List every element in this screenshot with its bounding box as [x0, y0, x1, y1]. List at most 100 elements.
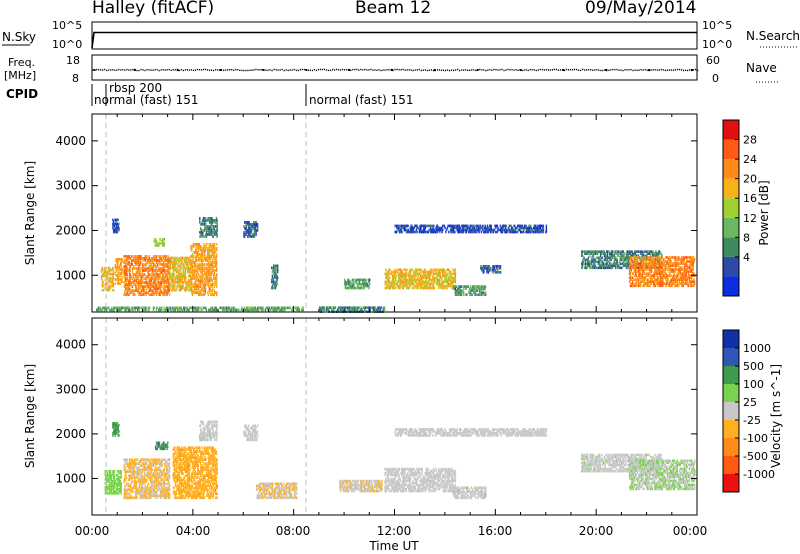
echo-cell — [411, 280, 413, 284]
echo-cell — [661, 264, 663, 267]
echo-cell — [429, 282, 432, 286]
echo-cell — [587, 256, 590, 260]
echo-cell — [154, 281, 156, 284]
echo-cell — [656, 282, 659, 285]
echo-cell — [663, 274, 666, 277]
echo-cell — [209, 247, 211, 250]
echo-cell — [191, 306, 193, 310]
echo-cell — [125, 263, 127, 266]
echo-cell — [147, 281, 150, 284]
echo-cell — [168, 285, 170, 288]
echo-cell — [296, 306, 298, 310]
echo-cell — [255, 221, 257, 224]
echo-cell — [435, 276, 438, 280]
echo-cell — [658, 284, 660, 288]
echo-cell — [479, 287, 482, 290]
echo-cell — [398, 272, 400, 276]
echo-cell — [430, 226, 432, 230]
freq-point — [186, 68, 188, 71]
echo-cell — [399, 270, 401, 274]
echo-cell — [109, 280, 112, 284]
echo-cell — [675, 258, 677, 261]
echo-cell — [640, 274, 642, 277]
noise-right-tick-top: 10^5 — [702, 19, 732, 32]
echo-cell — [117, 280, 120, 283]
echo-cell — [428, 280, 430, 284]
echo-cell — [196, 243, 198, 246]
echo-cell — [655, 262, 657, 266]
echo-cell — [254, 229, 256, 232]
echo-cell — [650, 250, 652, 253]
echo-cell — [351, 286, 353, 290]
echo-cell — [196, 255, 198, 258]
echo-cell — [433, 268, 435, 272]
echo-cell — [203, 235, 206, 238]
echo-cell — [141, 279, 144, 282]
echo-cell — [210, 245, 213, 248]
echo-cell — [321, 308, 323, 311]
echo-cell — [431, 268, 433, 272]
echo-cell — [112, 224, 115, 228]
echo-cell — [437, 268, 439, 272]
echo-cell — [135, 287, 137, 290]
echo-cell — [662, 284, 664, 288]
echo-cell — [456, 224, 458, 228]
echo-cell — [195, 291, 197, 294]
echo-cell — [194, 257, 197, 260]
echo-cell — [118, 268, 120, 271]
echo-cell — [148, 277, 150, 280]
echo-cell — [189, 258, 191, 262]
echo-cell — [135, 275, 137, 278]
echo-cell — [655, 278, 657, 281]
echo-cell — [181, 262, 183, 266]
echo-cell — [180, 288, 182, 292]
echo-cell — [412, 276, 414, 280]
echo-cell — [224, 306, 226, 310]
echo-cell — [643, 256, 645, 259]
echo-cell — [674, 262, 676, 265]
echo-cell — [639, 272, 641, 275]
echo-cell — [457, 289, 459, 292]
echo-cell — [207, 251, 210, 254]
echo-cell — [126, 255, 128, 258]
echo-cell — [170, 256, 172, 260]
freq-point — [442, 69, 445, 72]
echo-cell — [203, 269, 205, 272]
echo-cell — [190, 288, 192, 292]
echo-cell — [135, 279, 137, 282]
echo-cell — [97, 308, 99, 312]
echo-cell — [200, 255, 202, 258]
echo-cell — [388, 280, 390, 284]
echo-cell — [118, 226, 120, 230]
echo-cell — [418, 272, 420, 276]
echo-cell — [535, 228, 537, 232]
echo-cell — [209, 217, 212, 220]
echo-cell — [432, 278, 435, 282]
echo-cell — [209, 273, 211, 276]
freq-point — [678, 68, 681, 71]
echo-cell — [397, 228, 399, 232]
echo-cell — [617, 250, 619, 253]
echo-cell — [388, 278, 390, 282]
echo-cell — [252, 227, 254, 230]
echo-cell — [191, 245, 194, 248]
echo-cell — [454, 268, 457, 272]
echo-cell — [150, 275, 153, 278]
echo-cell — [629, 272, 632, 275]
echo-cell — [438, 280, 441, 284]
echo-cell — [188, 268, 190, 272]
echo-cell — [139, 285, 141, 288]
echo-cell — [633, 252, 635, 255]
echo-cell — [398, 286, 400, 290]
echo-cell — [627, 262, 629, 266]
echo-cell — [627, 254, 630, 257]
echo-cell — [350, 282, 352, 286]
echo-cell — [621, 256, 623, 260]
echo-cell — [672, 268, 674, 271]
echo-cell — [154, 283, 156, 286]
echo-cell — [652, 280, 654, 283]
echo-cell — [511, 230, 514, 234]
echo-cell — [399, 282, 401, 286]
echo-cell — [216, 221, 218, 224]
echo-cell — [678, 268, 680, 271]
